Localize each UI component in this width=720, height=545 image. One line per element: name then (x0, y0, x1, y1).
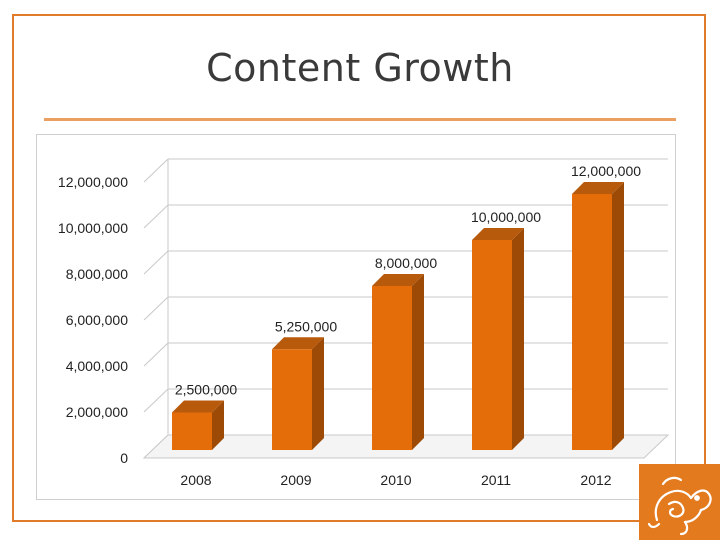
data-label: 12,000,000 (571, 163, 641, 179)
data-label: 5,250,000 (275, 318, 337, 334)
data-label: 8,000,000 (375, 255, 437, 271)
x-tick-label: 2010 (380, 472, 411, 488)
bar-top (572, 182, 624, 194)
y-tick-label: 2,000,000 (66, 404, 128, 420)
gridline-depth (143, 250, 169, 275)
logo (639, 464, 720, 540)
bar-chart: 0 2,000,000 4,000,000 6,000,000 8,000,000 10,… (58, 158, 670, 488)
data-label: 2,500,000 (175, 382, 237, 398)
y-tick-label: 6,000,000 (66, 312, 128, 328)
data-label: 10,000,000 (471, 209, 541, 225)
x-tick-label: 2009 (280, 472, 311, 488)
bar-side (512, 228, 524, 450)
gridline-depth (143, 296, 169, 321)
bar-side (612, 182, 624, 450)
bar (472, 240, 512, 450)
bar (172, 412, 212, 450)
gridline-depth (143, 204, 169, 229)
stylized-elephant-logo-icon (647, 476, 712, 536)
bar-side (212, 400, 224, 450)
slide-frame (12, 14, 706, 522)
gridline-depth (143, 158, 169, 183)
x-tick-label: 2011 (481, 472, 511, 488)
y-tick-label: 12,000,000 (58, 174, 128, 190)
gridline-depth (143, 342, 169, 367)
bar-top (372, 274, 424, 286)
gridline-depth (143, 388, 169, 413)
bar-top (472, 228, 524, 240)
y-tick-label: 8,000,000 (66, 266, 128, 282)
title-divider (44, 118, 676, 121)
x-tick-label: 2008 (180, 472, 211, 488)
y-tick-label: 0 (120, 450, 128, 466)
bar-side (312, 337, 324, 450)
y-tick-label: 10,000,000 (58, 220, 128, 236)
bar (372, 286, 412, 450)
y-tick-label: 4,000,000 (66, 358, 128, 374)
bar (272, 349, 312, 450)
bar (572, 194, 612, 450)
x-tick-label: 2012 (580, 472, 611, 488)
bar-side (412, 274, 424, 450)
slide-title: Content Growth (206, 46, 514, 90)
bar-top (272, 337, 324, 350)
bar-top (172, 400, 224, 413)
